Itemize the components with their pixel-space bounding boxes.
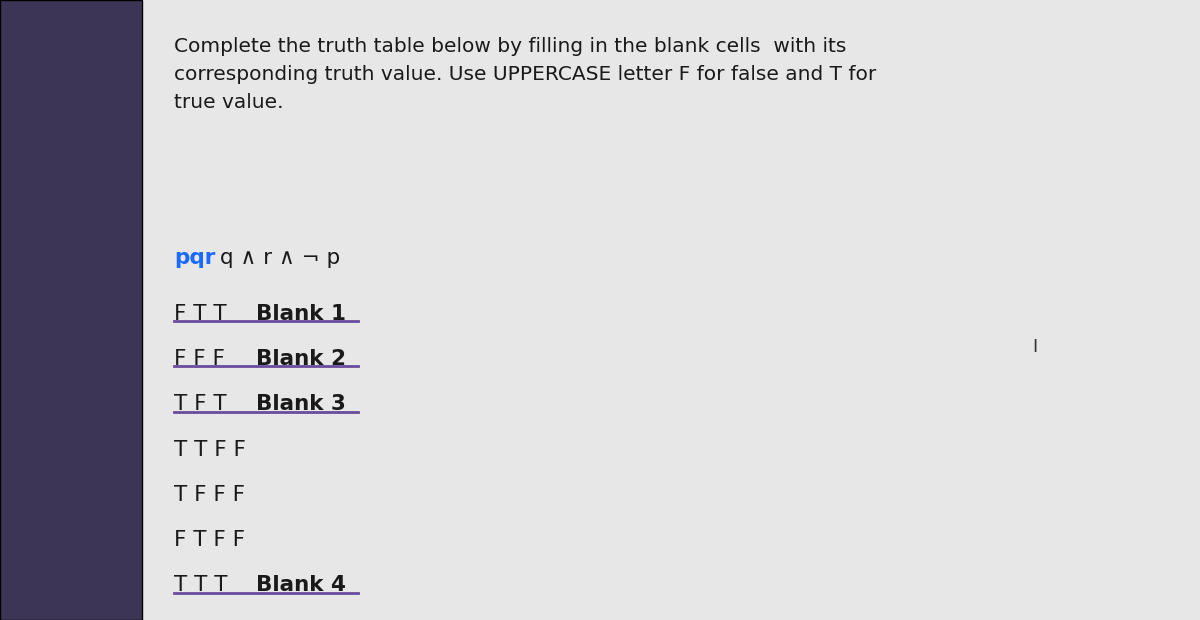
Text: q ∧ r ∧ ¬ p: q ∧ r ∧ ¬ p <box>220 248 340 268</box>
Text: T T T: T T T <box>174 575 228 595</box>
FancyBboxPatch shape <box>0 0 142 620</box>
Text: pqr: pqr <box>174 248 215 268</box>
Text: Blank 4: Blank 4 <box>256 575 346 595</box>
Text: F T F F: F T F F <box>174 530 245 550</box>
Text: F F F: F F F <box>174 349 224 369</box>
Text: Blank 3: Blank 3 <box>256 394 346 414</box>
Text: F T T: F T T <box>174 304 227 324</box>
Text: T F T: T F T <box>174 394 227 414</box>
Text: I: I <box>1032 338 1037 356</box>
Text: Blank 1: Blank 1 <box>256 304 346 324</box>
Text: Blank 2: Blank 2 <box>256 349 346 369</box>
Text: Complete the truth table below by filling in the blank cells  with its
correspon: Complete the truth table below by fillin… <box>174 37 876 112</box>
Text: T F F F: T F F F <box>174 485 245 505</box>
Text: T T F F: T T F F <box>174 440 246 459</box>
